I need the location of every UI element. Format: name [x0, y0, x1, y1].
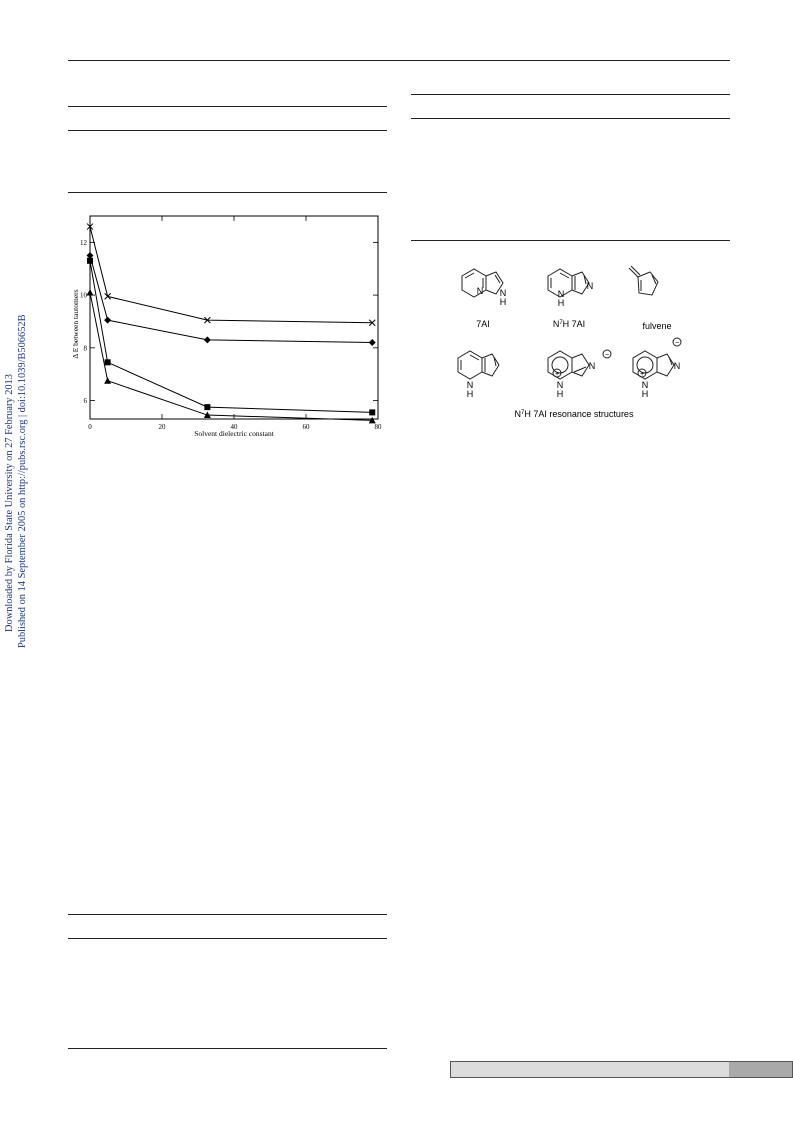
right-table-header-rule — [411, 118, 730, 119]
series-square-line — [89, 260, 373, 413]
download-notice-line-2: Published on 14 September 2005 on http:/… — [17, 314, 28, 648]
lower-table-header-rule — [68, 938, 387, 939]
scheme-caption: N7H 7AI resonance structures — [515, 409, 634, 419]
data-point-diamond — [104, 316, 112, 324]
atom-n: N — [477, 286, 484, 296]
download-notice-line-1: Downloaded by Florida State University o… — [4, 374, 15, 632]
download-notice: Downloaded by Florida State University o… — [0, 0, 30, 660]
left-table-bottom-rule — [68, 192, 387, 193]
right-table-bottom-rule — [411, 240, 730, 241]
lower-table-top-rule — [68, 914, 387, 915]
label-n7h-7ai: N7H 7AI — [553, 319, 585, 329]
series-triangle-line — [89, 292, 373, 421]
atom-n: N — [557, 380, 564, 390]
data-point-square — [204, 404, 211, 411]
x-tick-label: 20 — [159, 423, 167, 431]
data-point-diamond — [86, 252, 94, 260]
atom-h: H — [467, 389, 474, 399]
label-7ai: 7AI — [476, 319, 490, 329]
resonance-structure-1 — [457, 350, 500, 380]
x-tick-label: 40 — [231, 423, 239, 431]
series-x-line — [89, 226, 373, 324]
data-point-triangle — [104, 377, 112, 384]
header-rule — [68, 60, 730, 61]
atom-h: H — [500, 297, 507, 307]
atom-h: H — [642, 389, 649, 399]
data-point-x — [368, 319, 376, 327]
resonance-structure-2 — [547, 349, 612, 380]
atom-n: N — [467, 380, 474, 390]
data-point-triangle — [203, 411, 211, 419]
y-tick-label: 10 — [80, 292, 88, 300]
positive-charge: + — [640, 371, 644, 378]
atom-n: N — [674, 361, 681, 371]
y-tick-label: 6 — [84, 397, 88, 405]
structure-fulvene — [628, 265, 659, 296]
data-point-diamond — [368, 339, 376, 347]
x-axis-label: Solvent dielectric constant — [194, 429, 274, 438]
x-tick-label: 0 — [88, 423, 92, 431]
data-point-triangle — [368, 416, 376, 424]
left-table-top-rule — [68, 106, 387, 107]
series-diamond-line — [89, 255, 373, 344]
y-tick-label: 8 — [84, 344, 88, 352]
x-tick-label: 60 — [303, 423, 311, 431]
footer-journal-bar — [450, 1061, 730, 1078]
x-tick-label: 80 — [375, 423, 383, 431]
data-point-square — [369, 409, 376, 416]
data-point-x — [86, 223, 94, 230]
data-point-diamond — [203, 336, 211, 344]
data-point-triangle — [86, 288, 94, 296]
data-point-square — [87, 257, 93, 264]
atom-n: N — [558, 289, 565, 299]
data-point-x — [104, 293, 111, 300]
y-axis-label: Δ E between tautomers — [71, 289, 80, 358]
footer-page-box — [729, 1061, 793, 1078]
plot-frame — [89, 215, 379, 420]
energy-vs-dielectric-chart: 0 20 40 60 80 6 8 10 12 Solvent dielectric const… — [68, 212, 388, 442]
lower-table-bottom-rule — [68, 1048, 387, 1049]
structure-7ai — [461, 268, 504, 298]
negative-charge: − — [675, 340, 679, 347]
atom-n: N — [587, 281, 594, 291]
atom-h: H — [557, 389, 564, 399]
atom-n: N — [642, 380, 649, 390]
positive-charge: + — [555, 371, 559, 378]
data-point-square — [104, 359, 111, 366]
atom-n: N — [589, 361, 596, 371]
atom-h: H — [558, 298, 565, 308]
label-fulvene: fulvene — [642, 321, 671, 331]
y-tick-label: 12 — [80, 239, 88, 247]
right-table-top-rule — [411, 94, 730, 95]
resonance-structure-3 — [632, 337, 682, 380]
tautomer-structures-scheme: N N H N H N N H N H N N H N + + − − 7AI … — [440, 262, 700, 422]
structure-n7h-7ai — [547, 268, 590, 298]
data-point-x — [204, 316, 211, 324]
left-table-header-rule — [68, 130, 387, 131]
negative-charge: − — [605, 352, 609, 359]
atom-n: N — [500, 288, 507, 298]
